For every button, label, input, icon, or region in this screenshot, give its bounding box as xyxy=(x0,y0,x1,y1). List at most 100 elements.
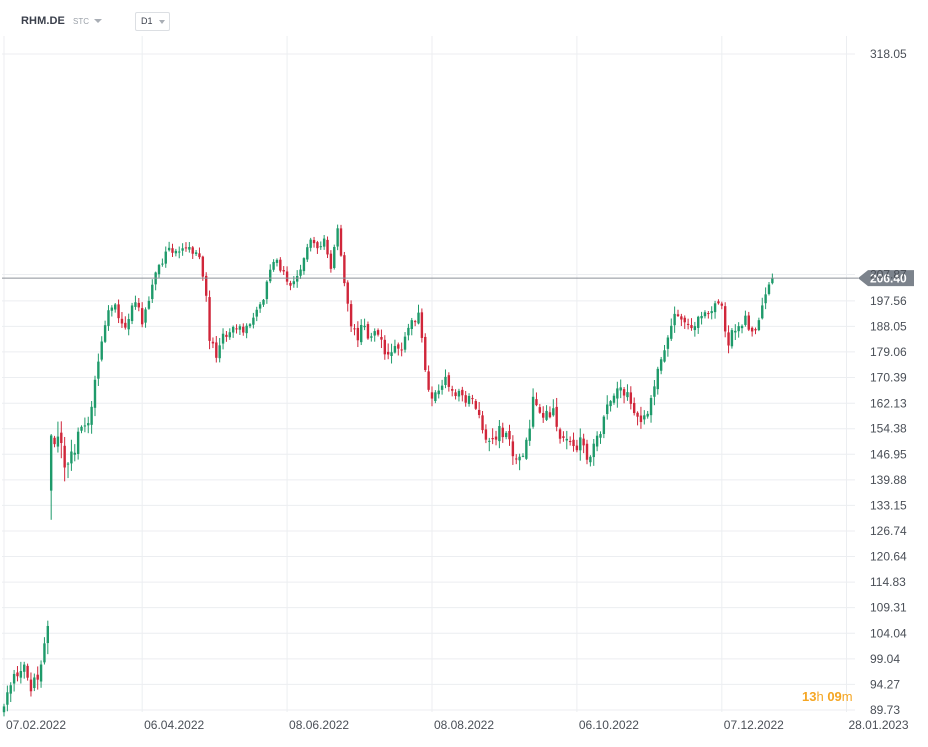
candle-up xyxy=(258,304,262,309)
timeframe-label: D1 xyxy=(141,16,153,26)
candle-up xyxy=(488,440,491,442)
candle-up xyxy=(73,452,76,455)
candle-up xyxy=(504,432,508,438)
candle-up xyxy=(693,326,697,331)
candle-up xyxy=(23,664,26,672)
candle-up xyxy=(151,284,154,300)
candle-down xyxy=(481,415,484,431)
candle-down xyxy=(117,304,120,319)
candle-down xyxy=(36,674,39,680)
candle-up xyxy=(144,309,147,323)
candle-up xyxy=(107,310,110,326)
y-tick-label: 120.64 xyxy=(870,550,907,564)
candle-down xyxy=(447,375,451,387)
candle-down xyxy=(380,336,383,340)
candle-up xyxy=(373,331,376,336)
instrument-type-label[interactable]: STC xyxy=(73,17,89,26)
x-tick-label: 06.04.2022 xyxy=(144,718,204,732)
candle-down xyxy=(727,332,730,346)
candle-down xyxy=(349,304,353,327)
candle-up xyxy=(730,330,734,347)
candle-up xyxy=(302,258,306,272)
candle-down xyxy=(562,436,565,438)
candle-down xyxy=(60,432,63,444)
candle-down xyxy=(383,339,387,355)
y-tick-label: 114.83 xyxy=(870,575,906,589)
candle-down xyxy=(316,242,319,249)
symbol-label[interactable]: RHM.DE xyxy=(21,15,65,27)
candle-down xyxy=(639,415,643,423)
candle-down xyxy=(558,429,562,439)
candle-up xyxy=(670,325,673,339)
candle-up xyxy=(238,326,242,330)
candle-down xyxy=(515,458,518,460)
candle-countdown: 13h 09m xyxy=(802,689,853,704)
candle-up xyxy=(33,677,36,689)
candle-down xyxy=(686,323,690,325)
candle-up xyxy=(147,300,151,309)
candle-up xyxy=(589,456,592,463)
candle-up xyxy=(309,239,312,248)
candle-down xyxy=(707,313,710,315)
candle-up xyxy=(265,281,269,300)
y-tick-label: 162.13 xyxy=(870,396,907,410)
candle-down xyxy=(629,392,633,404)
candle-up xyxy=(194,252,198,255)
candle-up xyxy=(295,276,299,282)
countdown-minutes-unit: m xyxy=(841,689,853,704)
candle-up xyxy=(744,315,747,325)
candle-down xyxy=(575,445,579,451)
candle-up xyxy=(333,246,336,268)
candle-down xyxy=(63,445,66,468)
candle-down xyxy=(717,301,720,304)
candle-down xyxy=(312,240,316,244)
candle-up xyxy=(322,238,326,247)
candle-up xyxy=(269,269,272,282)
current-price-line: 206.40 xyxy=(2,270,914,287)
candle-up xyxy=(653,386,656,397)
candle-down xyxy=(427,371,430,390)
candle-up xyxy=(231,326,235,333)
candle-up xyxy=(599,434,602,438)
candle-up xyxy=(100,341,103,360)
chart-toolbar: RHM.DE STC D1 xyxy=(0,0,400,40)
candle-up xyxy=(248,324,252,327)
time-axis[interactable]: 07.02.2022 06.04.2022 08.06.2022 08.08.2022… xyxy=(6,718,909,732)
candle-down xyxy=(548,412,552,418)
candle-up xyxy=(103,325,107,342)
candle-up xyxy=(656,368,659,390)
candle-up xyxy=(659,359,663,371)
candle-down xyxy=(16,672,19,677)
candle-up xyxy=(649,397,653,416)
candle-up xyxy=(713,303,717,313)
candle-down xyxy=(242,326,245,333)
y-tick-label: 188.05 xyxy=(870,319,907,333)
x-tick-label: 28.01.2023 xyxy=(848,718,908,732)
candle-up xyxy=(761,305,764,319)
candle-up xyxy=(80,426,83,431)
candle-up xyxy=(616,388,619,399)
candle-up xyxy=(49,435,53,491)
candle-up xyxy=(697,316,700,328)
candle-down xyxy=(454,392,457,397)
candle-down xyxy=(285,271,289,282)
candle-down xyxy=(572,439,575,447)
candle-up xyxy=(275,259,279,263)
candle-up xyxy=(666,337,670,349)
timeframe-dropdown[interactable]: D1 xyxy=(135,12,170,31)
price-axis[interactable]: 318.05 207.87 197.56 188.05 179.06 170.39 162.… xyxy=(870,47,907,717)
candle-up xyxy=(740,325,744,329)
candle-down xyxy=(424,336,427,370)
candle-up xyxy=(127,319,130,330)
candle-up xyxy=(663,350,666,362)
candle-up xyxy=(609,401,612,407)
chevron-down-icon[interactable] xyxy=(94,19,102,23)
candle-up xyxy=(710,311,713,314)
x-tick-label: 07.02.2022 xyxy=(6,718,66,732)
candle-up xyxy=(157,264,161,275)
y-tick-label: 133.15 xyxy=(870,498,907,512)
candle-up xyxy=(440,385,444,390)
candle-down xyxy=(120,318,124,324)
